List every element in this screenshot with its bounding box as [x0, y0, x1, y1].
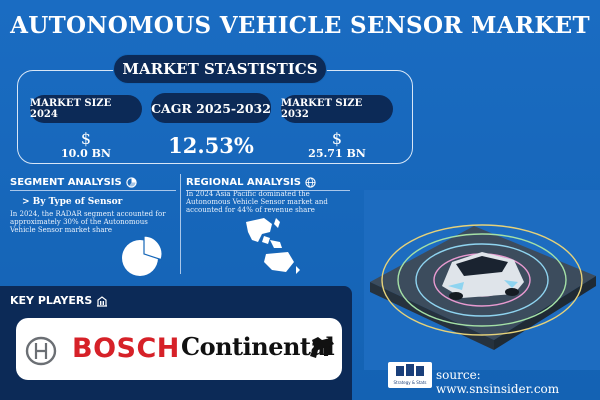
value-text: 25.71 BN	[308, 146, 366, 160]
pie-share-slice	[143, 235, 163, 261]
building-icon	[97, 295, 108, 307]
bosch-logo-text: BOSCH	[72, 333, 180, 364]
cagr-value: 12.53%	[168, 133, 254, 158]
logo-text: Strategy & Stats	[393, 380, 427, 385]
key-players-title-text: KEY PLAYERS	[10, 294, 93, 307]
globe-icon	[305, 177, 316, 188]
segment-text: In 2024, the RADAR segment accounted for…	[10, 210, 166, 235]
car-icon	[442, 252, 524, 300]
regional-text: In 2024 Asia Pacific dominated the Auton…	[186, 190, 328, 215]
segment-divider	[10, 190, 176, 191]
key-players-title: KEY PLAYERS	[10, 294, 108, 307]
stats-heading: MARKET STASTISTICS	[113, 54, 327, 84]
segment-subtitle: > By Type of Sensor	[22, 197, 123, 207]
cagr-label: CAGR 2025-2032	[151, 93, 271, 123]
value-text: 10.0 BN	[61, 146, 111, 160]
segment-title-text: SEGMENT ANALYSIS	[10, 177, 122, 188]
continental-logo-text: Continental	[181, 332, 335, 361]
horse-icon	[310, 337, 334, 358]
pie-chart-icon	[126, 177, 137, 188]
segment-analysis-title: SEGMENT ANALYSIS	[10, 177, 137, 188]
market-size-2024-label: MARKET SIZE 2024	[30, 95, 142, 123]
bosch-ring-icon	[25, 336, 57, 366]
key-players-card	[16, 318, 342, 380]
asia-pacific-map	[246, 218, 300, 274]
market-size-2024-value: $ 10.0 BN	[30, 130, 142, 160]
platform-side	[370, 282, 494, 350]
regional-title-text: REGIONAL ANALYSIS	[186, 177, 301, 188]
currency-symbol: $	[331, 129, 343, 148]
page-title: AUTONOMOUS VEHICLE SENSOR MARKET	[10, 12, 590, 39]
market-size-2032-label: MARKET SIZE 2032	[281, 95, 393, 123]
section-divider	[180, 174, 181, 274]
vehicle-sensor-illustration	[364, 190, 600, 370]
currency-symbol: $	[80, 129, 92, 148]
source-text: source: www.snsinsider.com	[436, 368, 560, 396]
regional-analysis-title: REGIONAL ANALYSIS	[186, 177, 316, 188]
regional-divider	[186, 190, 350, 191]
segment-pie-chart	[122, 235, 163, 276]
logo-emblem-icon	[396, 364, 424, 376]
market-size-2032-value: $ 25.71 BN	[281, 130, 393, 160]
